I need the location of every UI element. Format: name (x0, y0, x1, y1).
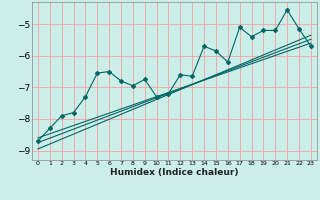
X-axis label: Humidex (Indice chaleur): Humidex (Indice chaleur) (110, 168, 239, 177)
